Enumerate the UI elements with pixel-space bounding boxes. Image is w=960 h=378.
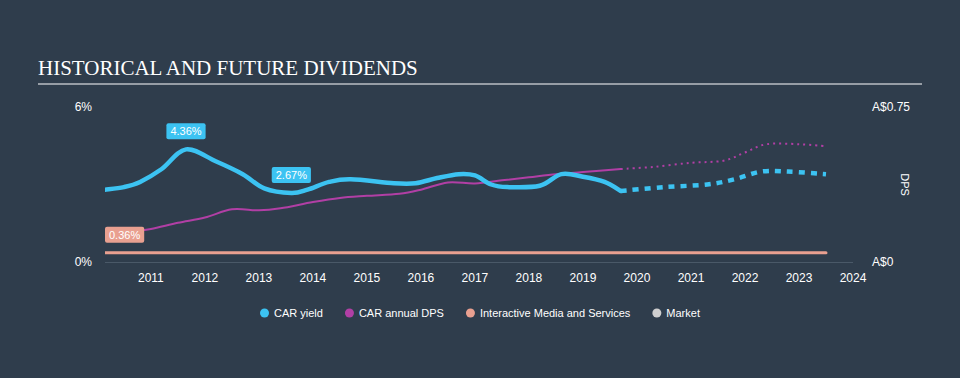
x-tick-label: 2022 bbox=[732, 271, 759, 285]
background bbox=[0, 0, 960, 378]
x-tick-label: 2015 bbox=[354, 271, 381, 285]
legend-swatch bbox=[260, 309, 269, 318]
x-tick-label: 2019 bbox=[570, 271, 597, 285]
legend-swatch bbox=[652, 309, 661, 318]
title: HISTORICAL AND FUTURE DIVIDENDS bbox=[38, 56, 418, 80]
x-tick-label: 2012 bbox=[192, 271, 219, 285]
x-tick-label: 2013 bbox=[246, 271, 273, 285]
legend-label: CAR annual DPS bbox=[359, 307, 444, 319]
x-tick-label: 2017 bbox=[462, 271, 489, 285]
series-line bbox=[105, 251, 826, 254]
annotation-label: 0.36% bbox=[109, 229, 140, 241]
x-tick-label: 2011 bbox=[138, 271, 164, 285]
legend-label: CAR yield bbox=[274, 307, 323, 319]
x-tick-label: 2014 bbox=[300, 271, 327, 285]
x-tick-label: 2020 bbox=[624, 271, 651, 285]
legend-label: Market bbox=[666, 307, 700, 319]
legend-swatch bbox=[466, 309, 475, 318]
y-tick-label: 0% bbox=[75, 255, 93, 269]
y-tick-label: 6% bbox=[75, 100, 93, 114]
annotation: 4.36% bbox=[166, 123, 205, 139]
y2-tick-label: A$0 bbox=[872, 255, 894, 269]
x-tick-label: 2016 bbox=[408, 271, 435, 285]
annotation-box bbox=[105, 227, 144, 243]
plot-area bbox=[105, 144, 826, 253]
y2-tick-label: A$0.75 bbox=[872, 100, 910, 114]
y2-axis-label: DPS bbox=[899, 173, 911, 196]
series-line bbox=[621, 144, 826, 169]
x-tick-label: 2023 bbox=[786, 271, 813, 285]
annotation-box bbox=[166, 123, 205, 139]
chart: HISTORICAL AND FUTURE DIVIDENDS 0% 6% A$0 A$… bbox=[0, 0, 960, 378]
x-axis-line bbox=[105, 262, 853, 263]
annotation-label: 4.36% bbox=[170, 125, 201, 137]
annotation: 2.67% bbox=[272, 167, 311, 183]
legend-swatch bbox=[345, 309, 354, 318]
legend: CAR yield CAR annual DPS Interactive Media… bbox=[260, 307, 700, 319]
legend-label: Interactive Media and Services bbox=[480, 307, 631, 319]
annotation-label: 2.67% bbox=[276, 169, 307, 181]
series-line bbox=[105, 149, 621, 193]
series-line bbox=[621, 171, 826, 191]
x-tick-label: 2021 bbox=[678, 271, 705, 285]
title-rule bbox=[38, 84, 922, 85]
x-tick-label: 2018 bbox=[516, 271, 543, 285]
annotation-box bbox=[272, 167, 311, 183]
x-tick-label: 2024 bbox=[840, 271, 867, 285]
annotation: 0.36% bbox=[105, 227, 144, 243]
